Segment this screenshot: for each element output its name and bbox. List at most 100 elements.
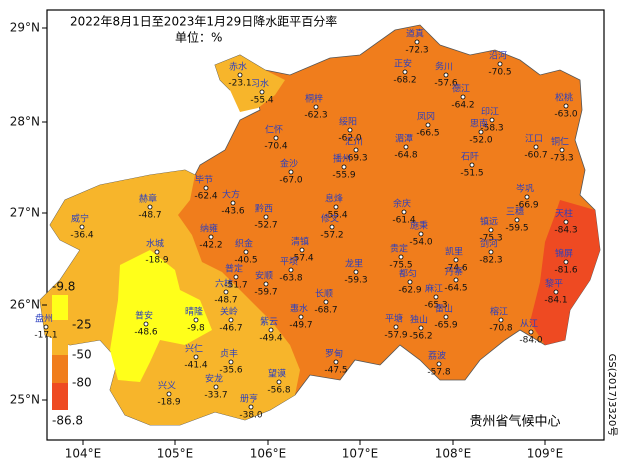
station: [233, 274, 239, 280]
station-name: 纳雍: [200, 223, 218, 235]
station-value: -64.2: [451, 101, 474, 111]
station: [243, 249, 249, 255]
station-value: -68.7: [314, 306, 337, 316]
zone-yellow: [110, 250, 212, 382]
station: [436, 361, 442, 367]
station-value: -41.4: [184, 361, 208, 371]
station-value: -65.9: [434, 321, 458, 331]
station-value: -84.0: [519, 336, 543, 346]
station-name: 锦屏: [555, 248, 573, 260]
station-name: 修文: [321, 213, 339, 225]
station: [489, 117, 495, 123]
station: [213, 384, 219, 390]
station-value: -74.6: [444, 264, 468, 274]
station-name: 务川: [435, 61, 453, 73]
station: [263, 214, 269, 220]
station-name: 赫章: [139, 193, 157, 205]
station-name: 关岭: [220, 306, 238, 318]
station: [276, 379, 282, 385]
station: [208, 234, 214, 240]
station-name: 汇川: [345, 137, 363, 148]
station: [329, 224, 335, 230]
station-name: 绥阳: [339, 117, 357, 128]
station-value: -68.2: [393, 76, 416, 86]
station-value: -47.5: [324, 366, 347, 376]
station: [333, 204, 339, 210]
station-name: 桐梓: [305, 93, 323, 105]
station: [333, 359, 339, 365]
station-value: -36.4: [70, 231, 94, 241]
station-name: 凤冈: [417, 112, 435, 123]
station-name: 织金: [235, 238, 253, 250]
station-value: -59.5: [505, 224, 528, 234]
station-value: -62.3: [304, 111, 327, 121]
legend-swatch: [52, 295, 68, 320]
station-value: -9.8: [187, 324, 205, 334]
station: [453, 277, 459, 283]
station-value: -51.7: [224, 281, 247, 291]
station-value: -40.5: [234, 256, 257, 266]
station: [143, 321, 149, 327]
station-value: -73.3: [550, 154, 573, 164]
station: [79, 224, 85, 230]
station-name: 天柱: [555, 208, 573, 220]
station: [497, 61, 503, 67]
station-value: -48.7: [138, 211, 161, 221]
station-value: -63.0: [554, 110, 578, 120]
station-value: -75.3: [479, 234, 502, 244]
station: [403, 144, 409, 150]
station-value: -60.7: [524, 151, 547, 161]
legend-label: -86.8: [52, 414, 83, 428]
station-name: 道真: [406, 28, 424, 40]
station-name: 册亨: [240, 393, 258, 405]
station-name: 独山: [410, 314, 428, 326]
station-name: 平塘: [385, 313, 403, 325]
station-value: -57.9: [384, 331, 408, 341]
station-name: 印江: [481, 106, 499, 118]
station-name: 清镇: [291, 236, 309, 248]
y-tick-label: 26°N: [10, 298, 40, 312]
station: [313, 104, 319, 110]
y-tick-label: 27°N: [10, 206, 40, 220]
station-value: -84.1: [544, 296, 567, 306]
station-name: 望谟: [268, 368, 286, 380]
station: [259, 89, 265, 95]
station: [193, 354, 199, 360]
station-name: 施秉: [410, 220, 428, 232]
station: [147, 204, 153, 210]
station-name: 威宁: [71, 213, 89, 225]
station-name: 丹寨: [445, 266, 463, 278]
station: [418, 231, 424, 237]
station: [418, 325, 424, 331]
station-name: 湄潭: [395, 134, 413, 145]
station-value: -57.8: [427, 368, 451, 378]
station-name: 沿河: [489, 50, 507, 62]
map-number: GS(2017)3320号: [606, 354, 618, 437]
station: [443, 72, 449, 78]
station-value: -43.6: [221, 207, 245, 217]
station: [398, 254, 404, 260]
legend-label: -25: [72, 318, 92, 332]
station-value: -64.5: [444, 284, 467, 294]
station-value: -48.6: [134, 328, 158, 338]
station-value: -63.8: [279, 274, 303, 284]
station-value: -56.2: [409, 332, 432, 342]
station-value: -49.7: [289, 321, 312, 331]
legend-swatch: [52, 383, 68, 410]
station-name: 都匀: [399, 268, 417, 280]
station-value: -57.6: [434, 79, 458, 89]
station-value: -52.7: [254, 221, 277, 231]
station-name: 余庆: [393, 198, 411, 210]
station-name: 平坝: [280, 257, 298, 268]
station: [228, 359, 234, 365]
station-value: -38.0: [239, 411, 263, 421]
station-name: 罗甸: [325, 348, 343, 360]
station: [273, 135, 279, 141]
station-value: -59.3: [344, 276, 367, 286]
station: [228, 317, 234, 323]
title: 2022年8月1日至2023年1月29日降水距平百分率: [70, 14, 337, 29]
station-value: -17.1: [34, 331, 57, 341]
station: [407, 279, 413, 285]
station-value: -66.5: [416, 129, 439, 139]
credit: 贵州省气候中心: [469, 414, 560, 430]
